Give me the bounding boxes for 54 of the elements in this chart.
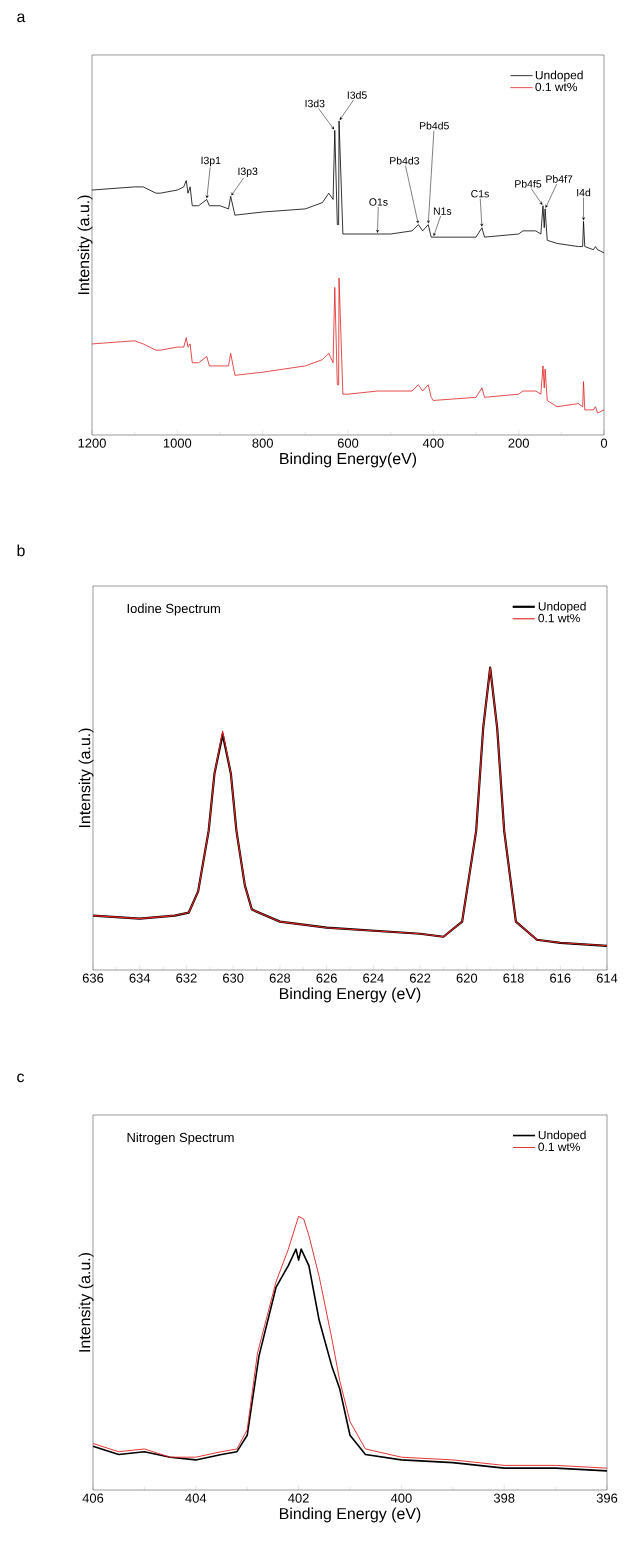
y-axis-title: Intensity (a.u.) [77, 195, 93, 295]
x-tick-label: 400 [422, 438, 444, 448]
x-tick-label: 616 [550, 973, 571, 983]
x-tick-label: 396 [596, 1493, 618, 1503]
legend-label: Undoped [538, 601, 586, 613]
text: Iodine Spectrum [127, 603, 220, 616]
x-tick-label: 800 [252, 438, 273, 448]
x-tick-label: 622 [409, 973, 431, 983]
annotation: I3p3 [238, 167, 258, 178]
legend-label: Undoped [538, 1130, 586, 1142]
annotation: N1s [433, 207, 452, 215]
x-axis-title: Binding Energy (eV) [279, 1507, 421, 1523]
annotation: I3d5 [347, 91, 367, 99]
legend-label: Undoped [535, 70, 583, 82]
x-tick-label: 404 [185, 1493, 207, 1503]
x-tick-label: 1000 [163, 438, 192, 448]
y-axis-title: Intensity (a.u.) [78, 728, 94, 828]
annotation: Pb4d5 [419, 121, 449, 130]
x-tick-label: 0 [600, 438, 608, 448]
annotation: Pb4d3 [390, 156, 420, 165]
x-tick-label: 402 [288, 1493, 309, 1503]
annotation: Pb4f7 [546, 175, 573, 183]
x-tick-label: 624 [363, 973, 384, 983]
x-tick-label: 632 [176, 973, 197, 983]
x-axis-title: Binding Energy(eV) [280, 452, 417, 468]
x-tick-label: 630 [223, 973, 244, 983]
annotation: I3d3 [305, 99, 325, 108]
x-tick-label: 398 [493, 1493, 515, 1503]
text: Nitrogen Spectrum [127, 1132, 234, 1145]
annotation: Pb4f5 [515, 179, 542, 188]
legend-label: 0.1 wt% [538, 1142, 580, 1152]
x-tick-label: 620 [456, 973, 478, 983]
x-tick-label: 406 [82, 1493, 104, 1503]
x-tick-label: 600 [337, 438, 359, 448]
chart-title: c [17, 1073, 25, 1083]
legend-label: 0.1 wt% [535, 82, 578, 92]
y-axis-title: Intensity (a.u.) [78, 1253, 94, 1352]
x-tick-label: 614 [596, 973, 618, 983]
x-axis-title: Binding Energy (eV) [279, 987, 421, 1003]
annotation: I3p1 [201, 156, 221, 167]
annotation: O1s [369, 198, 388, 206]
x-tick-label: 626 [316, 973, 337, 983]
x-tick-label: 628 [269, 973, 291, 983]
x-tick-label: 634 [129, 973, 151, 983]
x-tick-label: 636 [82, 973, 104, 983]
legend-label: 0.1 wt% [538, 613, 580, 623]
x-tick-label: 618 [503, 973, 524, 983]
chart-title: b [17, 544, 25, 557]
x-tick-label: 200 [508, 438, 529, 448]
annotation: C1s [471, 190, 489, 198]
x-tick-label: 400 [390, 1493, 412, 1503]
x-tick-label: 1200 [78, 438, 106, 448]
chart-title: a [17, 13, 26, 23]
annotation: I4d [577, 188, 591, 197]
